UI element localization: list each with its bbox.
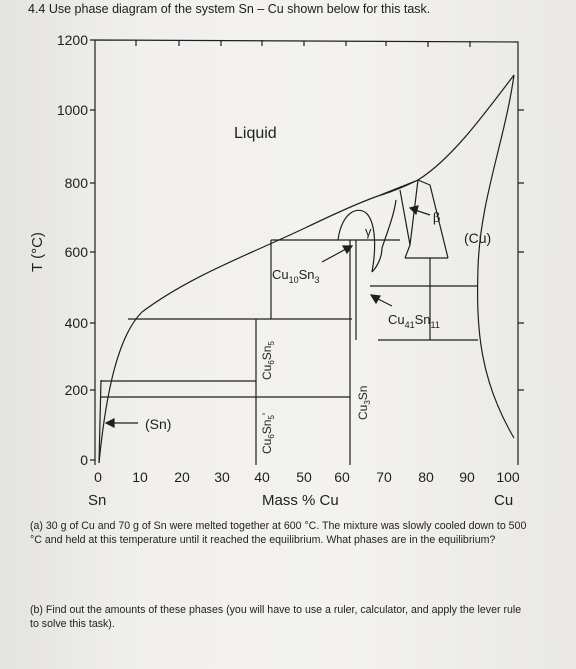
x-axis-title: Mass % Cu bbox=[262, 492, 339, 509]
y-tick-label: 1000 bbox=[57, 102, 88, 118]
question-a: (a) 30 g of Cu and 70 g of Sn were melte… bbox=[30, 520, 527, 546]
cu41sn11-label: Cu41Sn11 bbox=[388, 312, 440, 330]
sn-arrow-head bbox=[104, 418, 115, 428]
cu10sn3-label: Cu10Sn3 bbox=[272, 267, 320, 285]
cu3sn-label: Cu3Sn bbox=[356, 386, 372, 420]
x-tick-label: 0 bbox=[94, 469, 102, 485]
beta-label: β bbox=[433, 211, 441, 226]
beta-bottom-left bbox=[404, 244, 411, 259]
gamma-bottom bbox=[371, 247, 383, 273]
x-right-label: Cu bbox=[494, 492, 513, 509]
axis-frame bbox=[94, 39, 519, 465]
sn-solvus-line bbox=[98, 379, 102, 464]
x-tick-label: 40 bbox=[254, 469, 270, 485]
x-tick-label: 100 bbox=[496, 469, 520, 485]
y-tick-label: 1200 bbox=[57, 32, 88, 48]
cu-phase-label: (Cu) bbox=[464, 230, 491, 246]
x-tick-label: 10 bbox=[132, 469, 148, 485]
beta-right-boundary bbox=[417, 179, 449, 259]
y-tick-label: 400 bbox=[65, 315, 89, 331]
y-ticks bbox=[90, 39, 95, 461]
y-tick-label: 600 bbox=[65, 244, 89, 260]
right-ticks bbox=[518, 109, 524, 391]
cu6sn5-label: Cu6Sn5 bbox=[260, 341, 276, 380]
cu10sn3-arrow-head bbox=[341, 245, 354, 255]
x-tick-label: 90 bbox=[459, 469, 475, 485]
x-tick-label: 30 bbox=[214, 469, 230, 485]
task-title: 4.4 Use phase diagram of the system Sn –… bbox=[28, 2, 431, 16]
x-left-label: Sn bbox=[88, 492, 106, 509]
y-tick-label: 0 bbox=[80, 452, 88, 468]
y-tick-label: 200 bbox=[65, 382, 89, 398]
cu41sn11-arrow-head bbox=[369, 294, 381, 305]
cu6sn5-prime-label: Cu6Sn5' bbox=[260, 413, 276, 454]
x-tick-label: 70 bbox=[376, 469, 392, 485]
gamma-dome-left bbox=[337, 209, 376, 273]
y-tick-label: 800 bbox=[65, 175, 89, 191]
beta-arrow-head bbox=[408, 205, 419, 216]
y-axis-title: T (°C) bbox=[29, 232, 46, 272]
sn-phase-label: (Sn) bbox=[145, 416, 171, 432]
x-tick-label: 60 bbox=[334, 469, 350, 485]
x-tick-label: 20 bbox=[174, 469, 190, 485]
cu-solvus-line bbox=[476, 74, 515, 439]
top-ticks bbox=[135, 40, 471, 47]
liquid-label: Liquid bbox=[234, 125, 277, 142]
cu10sn3-arrow-line bbox=[321, 248, 347, 263]
liquidus-line bbox=[98, 74, 515, 464]
x-tick-label: 80 bbox=[418, 469, 434, 485]
gamma-label: γ bbox=[365, 224, 372, 239]
beta-arrow-line bbox=[414, 209, 431, 216]
x-tick-label: 50 bbox=[296, 469, 312, 485]
gamma-boundary bbox=[381, 199, 397, 249]
question-b: (b) Find out the amounts of these phases… bbox=[30, 604, 522, 630]
beta-peritectic-line bbox=[377, 179, 419, 197]
